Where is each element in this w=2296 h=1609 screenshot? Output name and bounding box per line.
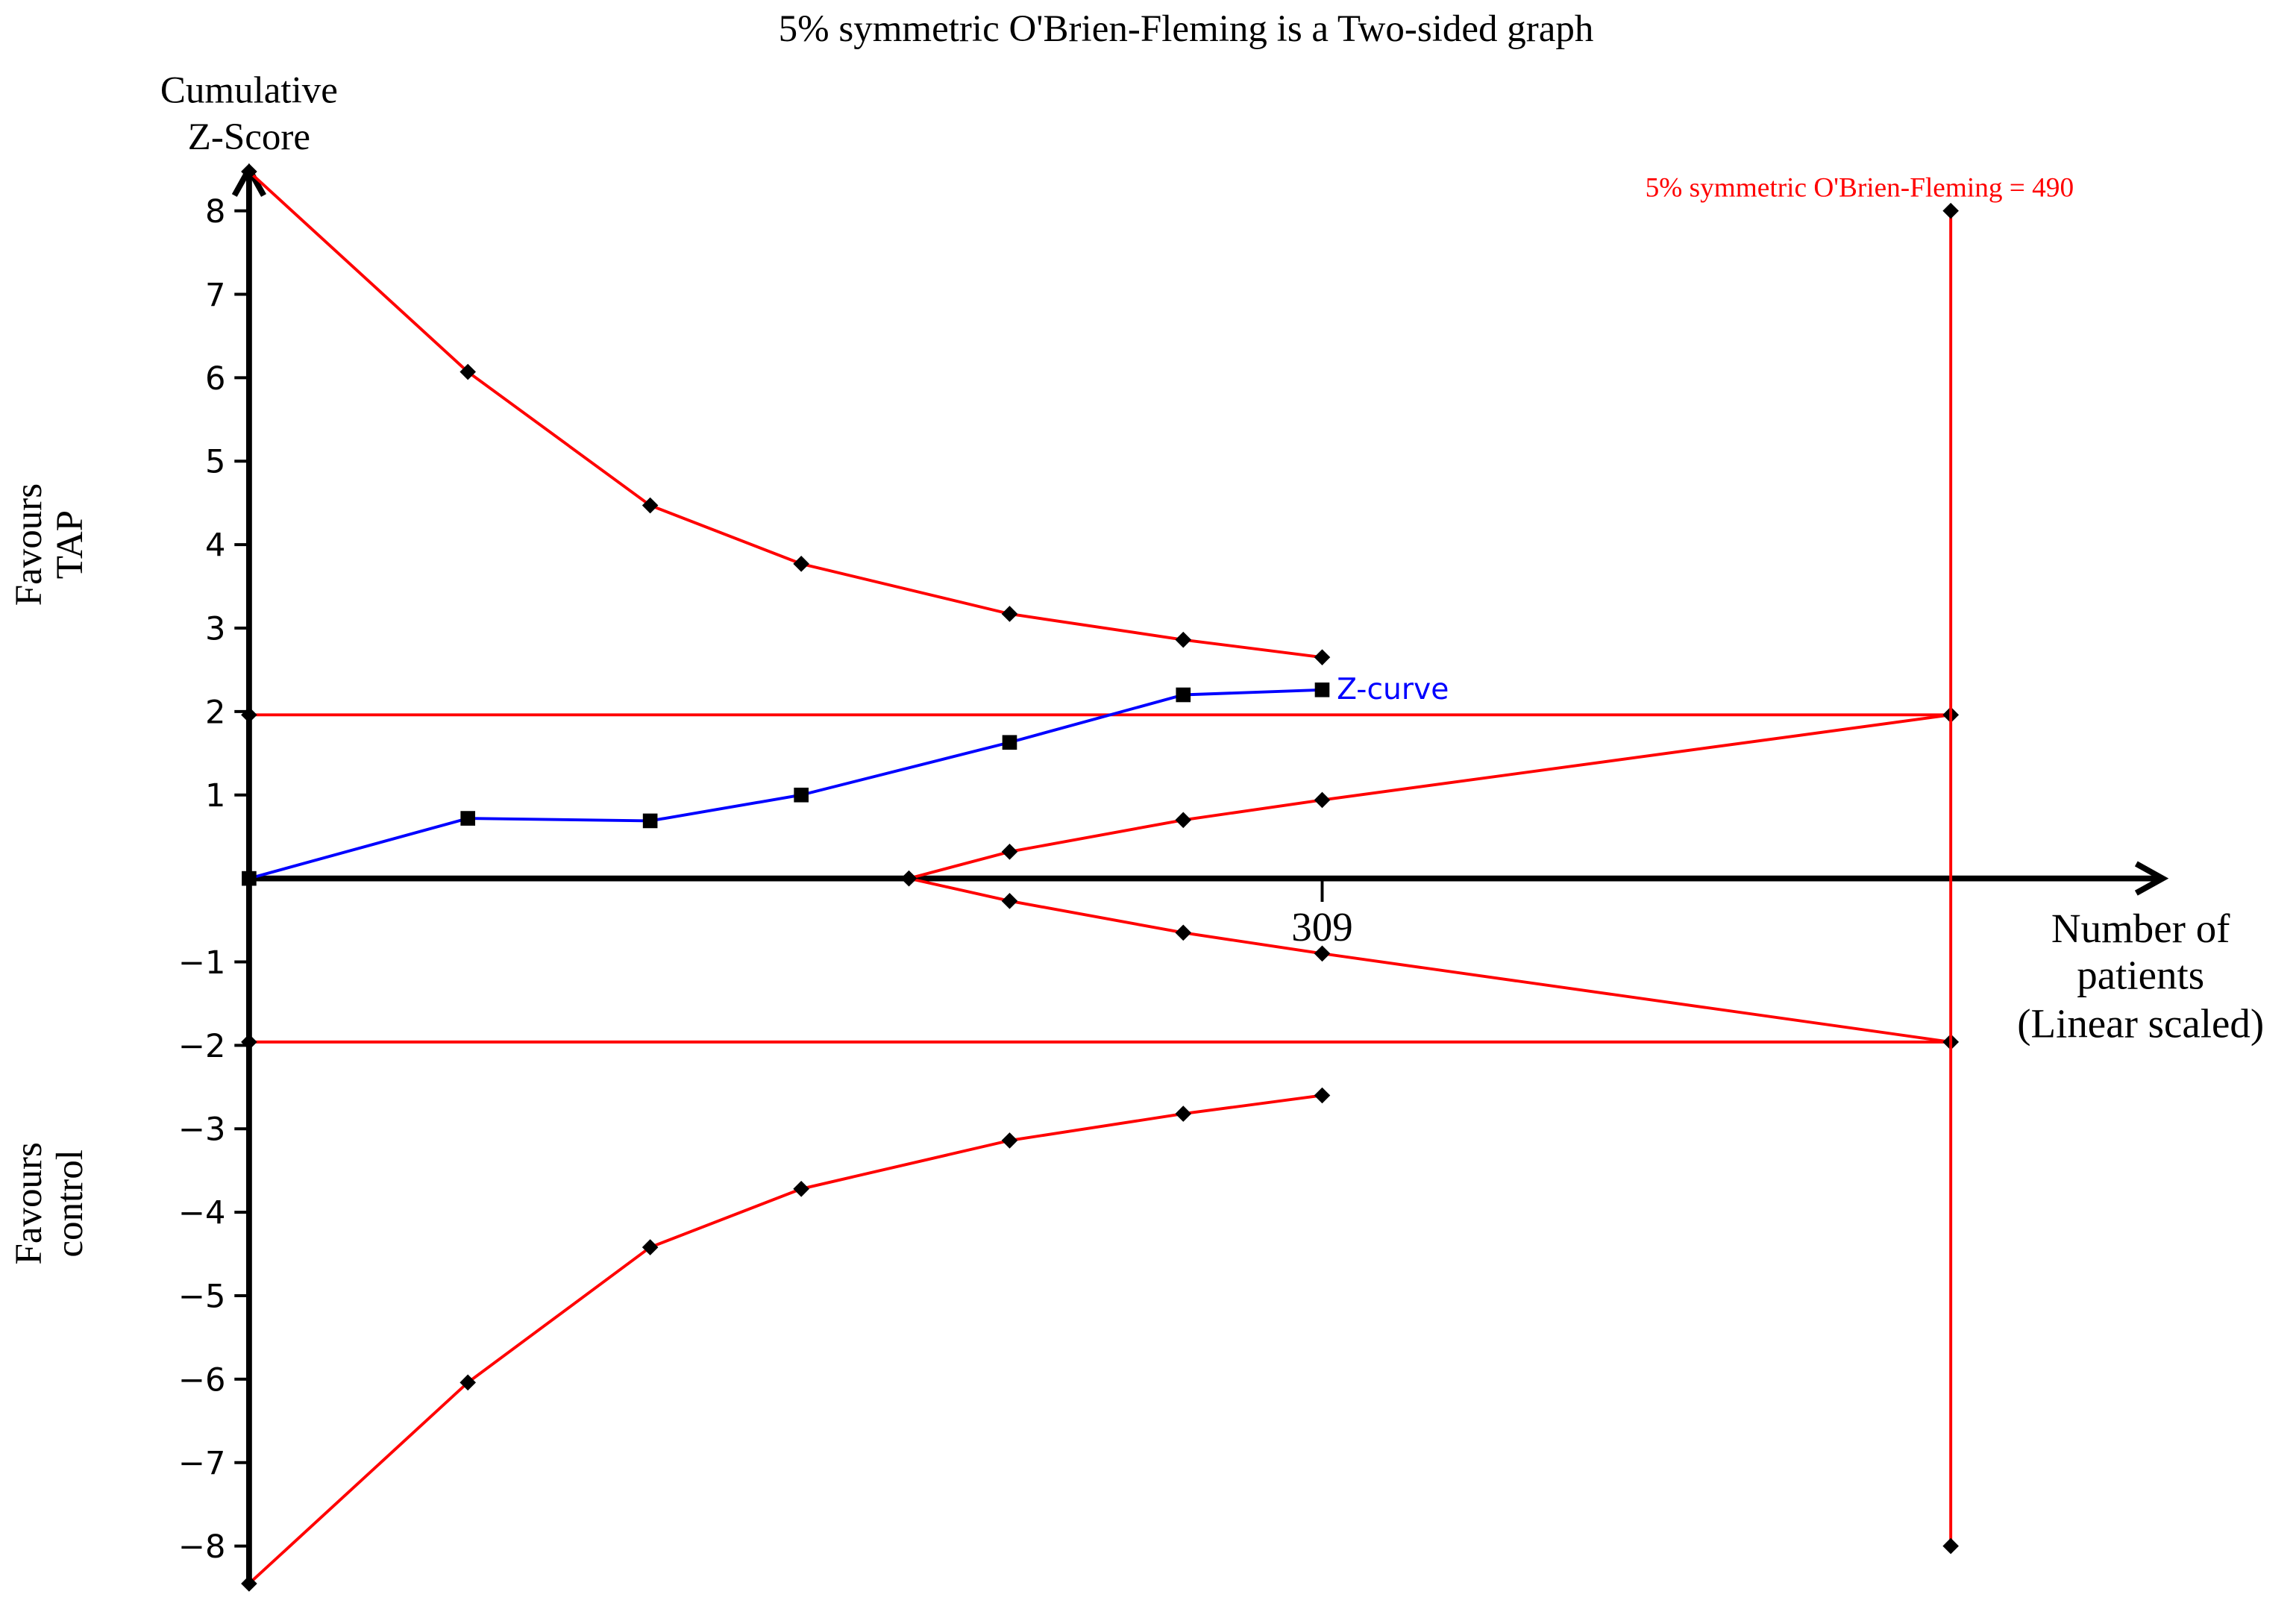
marker xyxy=(459,1374,477,1391)
series-label: Z-curve xyxy=(1337,673,1449,706)
y-tick-label: −6 xyxy=(178,1361,226,1399)
marker xyxy=(1001,1132,1018,1149)
x-axis-label: Number of xyxy=(2051,906,2230,951)
y-tick-label: −3 xyxy=(178,1111,226,1149)
marker xyxy=(1314,682,1330,697)
marker xyxy=(1175,1105,1192,1122)
y-tick-label: −7 xyxy=(178,1445,226,1482)
series-line xyxy=(248,1094,1323,1585)
y-tick-label: 3 xyxy=(205,610,225,647)
y-tick-label: 8 xyxy=(205,193,225,230)
y-tick-label: −4 xyxy=(178,1195,226,1232)
x-axis-label: patients xyxy=(2077,953,2204,998)
marker xyxy=(1001,893,1018,909)
x-axis-label: (Linear scaled) xyxy=(2017,1000,2264,1046)
marker xyxy=(793,1180,809,1197)
annotation: 5% symmetric O'Brien-Fleming = 490 xyxy=(1646,173,2074,204)
marker xyxy=(1314,791,1331,809)
marker xyxy=(1942,202,1959,219)
marker xyxy=(1314,1087,1331,1104)
y-axis-label: Z-Score xyxy=(188,116,310,158)
marker xyxy=(1176,687,1191,703)
marker xyxy=(794,787,809,803)
marker xyxy=(1942,1537,1959,1555)
marker xyxy=(1001,606,1018,622)
series-line xyxy=(248,170,1323,659)
upper-label: TAP xyxy=(49,510,91,579)
y-tick-label: 7 xyxy=(205,277,225,314)
marker xyxy=(1002,735,1017,750)
marker xyxy=(1175,924,1192,941)
marker xyxy=(1314,649,1331,665)
y-tick-label: −8 xyxy=(178,1528,226,1566)
marker xyxy=(793,556,809,572)
y-tick-label: −1 xyxy=(178,944,226,982)
lower-label: control xyxy=(49,1149,91,1258)
marker xyxy=(642,1239,659,1255)
y-tick-label: 2 xyxy=(205,694,225,731)
y-tick-label: 4 xyxy=(205,527,225,565)
upper-label: Favours xyxy=(8,483,50,606)
y-tick-label: 6 xyxy=(205,360,225,398)
marker xyxy=(241,1034,257,1050)
marker xyxy=(241,706,257,724)
series-line xyxy=(908,713,1951,880)
marker xyxy=(642,497,659,514)
y-axis-label: Cumulative xyxy=(160,69,338,111)
y-tick-label: −5 xyxy=(178,1278,226,1315)
series-line xyxy=(909,876,1951,1044)
marker xyxy=(460,811,476,826)
x-axis-arrow xyxy=(2134,861,2169,896)
marker xyxy=(642,813,658,829)
lower-label: Favours xyxy=(8,1142,50,1264)
y-tick-label: 5 xyxy=(205,444,225,481)
y-tick-label: 1 xyxy=(205,777,225,815)
chart-title: 5% symmetric O'Brien-Fleming is a Two-si… xyxy=(779,8,1594,50)
y-tick-label: −2 xyxy=(178,1028,226,1065)
marker xyxy=(1175,631,1192,648)
marker xyxy=(242,871,257,886)
marker xyxy=(1175,812,1192,829)
x-tick-label: 309 xyxy=(1291,904,1352,950)
marker xyxy=(1001,844,1018,860)
marker xyxy=(900,870,918,887)
series-line xyxy=(248,688,1323,880)
